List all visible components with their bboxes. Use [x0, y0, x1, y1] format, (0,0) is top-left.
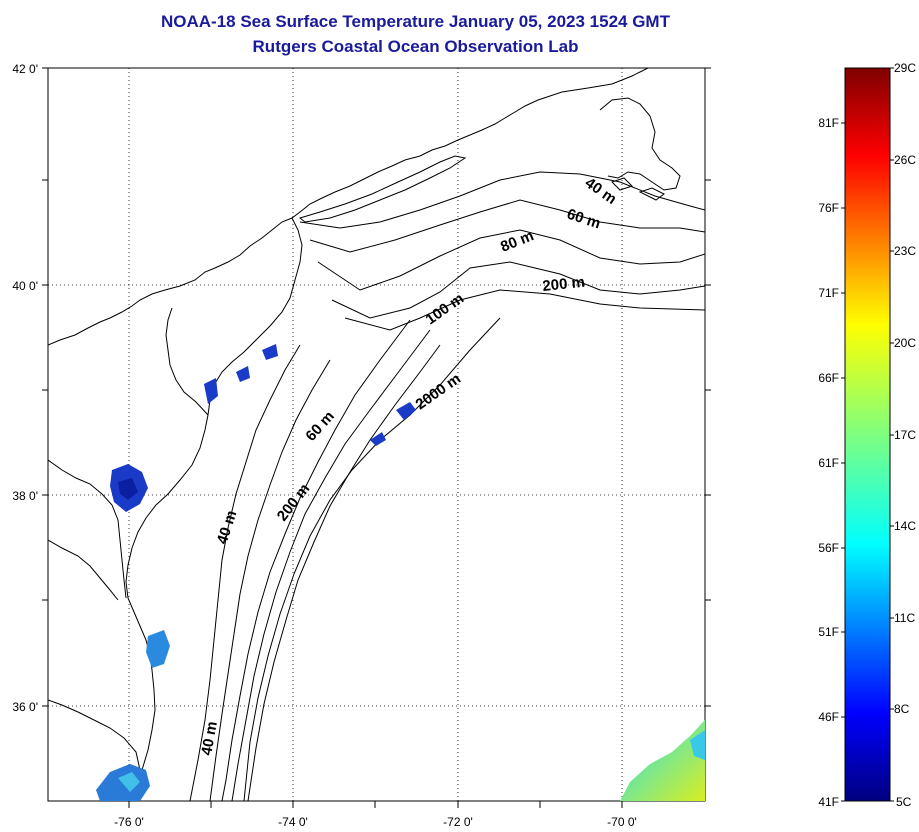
colorbar-fahrenheit-label: 41F — [818, 795, 839, 809]
coastline — [48, 68, 649, 801]
colorbar-celsius-label: 29C — [894, 61, 916, 75]
lon-label: -70 0' — [607, 815, 637, 829]
colorbar-fahrenheit-label: 46F — [818, 710, 839, 724]
colorbar-fahrenheit-label: 56F — [818, 541, 839, 555]
contour-label: 200 m — [542, 274, 586, 295]
map-subtitle: Rutgers Coastal Ocean Observation Lab — [252, 37, 579, 56]
colorbar-fahrenheit-label: 51F — [818, 625, 839, 639]
colorbar-celsius-label: 11C — [894, 611, 915, 625]
map-content: 40 m 60 m 80 m 200 m 100 m 2000 m 60 m 2… — [48, 68, 705, 801]
lat-label: 38 0' — [12, 489, 38, 503]
lat-label: 42 0' — [12, 62, 38, 76]
colorbar-fahrenheit-label: 66F — [818, 371, 839, 385]
contour-labels: 40 m 60 m 80 m 200 m 100 m 2000 m 60 m 2… — [198, 174, 619, 756]
colorbar-celsius-label: 23C — [894, 244, 916, 258]
map-frame — [47, 67, 706, 802]
colorbar-fahrenheit-label: 71F — [818, 286, 839, 300]
colorbar-fahrenheit-label: 61F — [818, 456, 839, 470]
long-island — [298, 155, 467, 223]
colorbar-celsius-label: 20C — [894, 336, 916, 350]
map-ticks — [42, 67, 711, 808]
colorbar-celsius-label: 8C — [894, 702, 910, 716]
contour-label: 40 m — [198, 720, 221, 757]
bathymetry-contours — [189, 171, 705, 801]
colorbar-celsius-label: 26C — [894, 153, 916, 167]
sst-patches — [96, 344, 705, 801]
map-title: NOAA-18 Sea Surface Temperature January … — [161, 12, 670, 31]
colorbar-celsius-label: 17C — [894, 428, 916, 442]
nantucket-island — [611, 177, 665, 201]
colorbar-celsius-label: 14C — [894, 519, 916, 533]
colorbar-fahrenheit-label: 81F — [818, 116, 839, 130]
lon-label: -76 0' — [114, 815, 144, 829]
colorbar-ticks — [841, 67, 894, 802]
lon-label: -72 0' — [443, 815, 473, 829]
lon-label: -74 0' — [278, 815, 308, 829]
lat-label: 36 0' — [12, 700, 38, 714]
colorbar-celsius-label: 5C — [896, 795, 912, 809]
colorbar — [844, 67, 891, 802]
cape-cod — [599, 97, 681, 191]
lat-label: 40 0' — [12, 279, 38, 293]
graticule — [48, 68, 705, 801]
colorbar-fahrenheit-label: 76F — [818, 201, 839, 215]
